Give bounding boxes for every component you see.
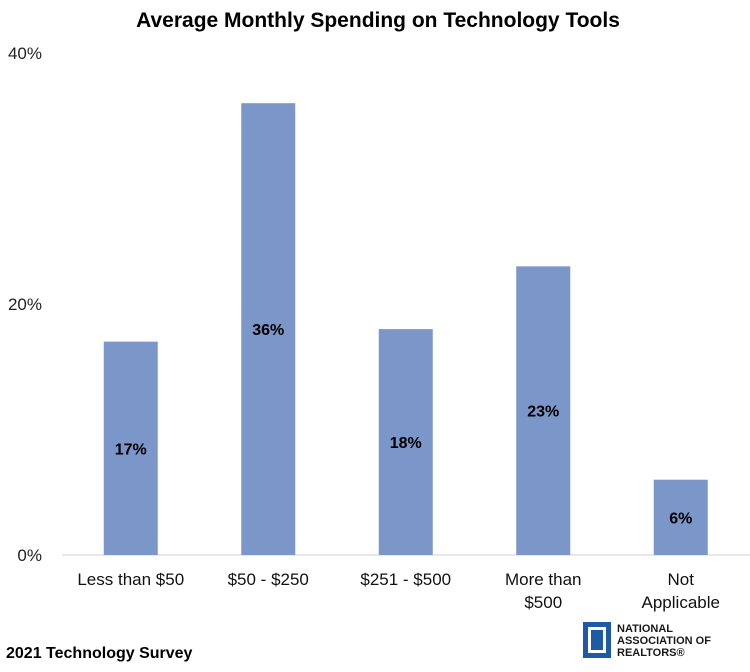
- x-category-label: More than $500: [505, 570, 582, 612]
- bar-data-label: 36%: [252, 322, 284, 339]
- x-category-label: Not Applicable: [642, 570, 720, 612]
- x-category-label: $251 - $500: [360, 570, 451, 589]
- bar-data-label: 23%: [527, 404, 559, 421]
- bar-data-label: 18%: [390, 435, 422, 452]
- y-tick-label: 40%: [8, 44, 42, 63]
- y-tick-label: 20%: [8, 295, 42, 314]
- bar: [241, 103, 296, 555]
- nar-logo: NATIONAL ASSOCIATION OF REALTORS®: [583, 622, 748, 662]
- y-tick-label: 0%: [17, 546, 42, 565]
- x-axis-labels: Less than $50 $50 - $250 $251 - $500 More t…: [77, 570, 720, 612]
- bar-data-label: 17%: [115, 441, 147, 458]
- x-category-label: Less than $50: [77, 570, 184, 589]
- bars: 17% 36% 18% 23% 6%: [103, 103, 708, 555]
- bar: [516, 266, 571, 555]
- bar: [378, 329, 433, 555]
- bar: [653, 479, 708, 555]
- logo-text: NATIONAL ASSOCIATION OF REALTORS®: [617, 623, 711, 659]
- x-category-label: $50 - $250: [228, 570, 309, 589]
- bar-data-label: 6%: [669, 510, 692, 527]
- chart-title: Average Monthly Spending on Technology T…: [136, 9, 620, 32]
- y-axis: 0% 20% 40%: [8, 44, 42, 565]
- footer-source: 2021 Technology Survey: [6, 645, 193, 662]
- realtor-r-icon: [583, 622, 611, 658]
- bar: [103, 341, 158, 555]
